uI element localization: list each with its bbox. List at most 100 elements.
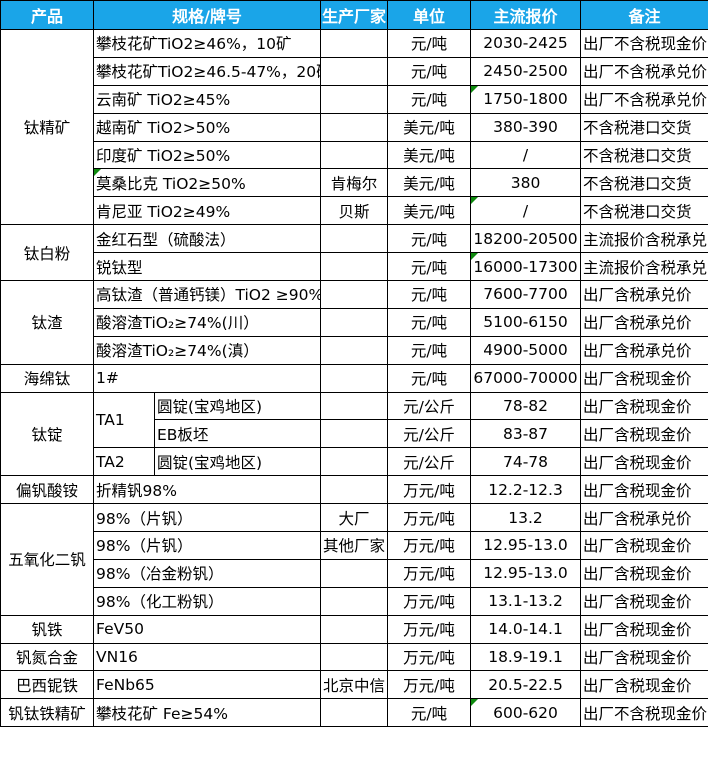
product-cell: 钒氮合金 xyxy=(0,642,94,672)
spec-cell: 98%（冶金粉钒） xyxy=(92,558,322,588)
remark-cell: 不含税港口交货 xyxy=(580,112,708,142)
unit-cell: 元/吨 xyxy=(387,307,472,337)
price-cell: / xyxy=(470,140,582,170)
spec-cell: 锐钛型 xyxy=(92,252,322,282)
maker-cell: 大厂 xyxy=(320,503,389,533)
table-row: 越南矿 TiO2>50% 美元/吨 380-390 不含税港口交货 xyxy=(1,112,708,142)
price-cell: 4900-5000 xyxy=(470,335,582,365)
product-cell: 偏钒酸铵 xyxy=(0,475,94,505)
maker-cell xyxy=(320,642,389,672)
unit-cell: 元/吨 xyxy=(387,224,472,254)
remark-cell: 出厂不含税承兑价 xyxy=(580,56,708,86)
spec-cell: 肯尼亚 TiO2≥49% xyxy=(92,196,322,226)
table-row: 钒钛铁精矿 攀枝花矿 Fe≥54% 元/吨 600-620 出厂不含税现金价 xyxy=(0,698,708,728)
price-cell: 13.2 xyxy=(470,503,582,533)
unit-cell: 万元/吨 xyxy=(387,586,472,616)
maker-cell xyxy=(320,280,389,309)
table-row: 海绵钛 1# 元/吨 67000-70000 出厂含税现金价 xyxy=(0,363,708,393)
remark-cell: 出厂含税承兑价 xyxy=(580,280,708,309)
spec-cell: 酸溶渣TiO₂≥74%(滇） xyxy=(92,335,322,365)
unit-cell: 元/吨 xyxy=(387,280,472,309)
maker-cell xyxy=(320,29,389,58)
price-cell: 14.0-14.1 xyxy=(470,614,582,644)
unit-cell: 元/吨 xyxy=(387,84,472,114)
unit-cell: 万元/吨 xyxy=(387,531,472,560)
unit-cell: 元/吨 xyxy=(387,56,472,86)
price-cell: 12.95-13.0 xyxy=(470,531,582,560)
spec-cell: 98%（片钒） xyxy=(92,531,322,560)
col-header-remark: 备注 xyxy=(580,0,708,30)
maker-cell xyxy=(320,335,389,365)
price-cell: 83-87 xyxy=(470,419,582,449)
unit-cell: 万元/吨 xyxy=(387,475,472,505)
spec-cell: EB板坯 xyxy=(153,419,322,449)
maker-cell xyxy=(320,252,389,282)
maker-cell: 北京中信 xyxy=(320,670,389,700)
maker-cell xyxy=(320,614,389,644)
table-row: 攀枝花矿TiO2≥46.5-47%，20矿 元/吨 2450-2500 出厂不含… xyxy=(1,56,708,86)
table-row: 钛白粉 金红石型（硫酸法） 元/吨 18200-20500 主流报价含税承兑 xyxy=(0,224,708,282)
price-cell: 1750-1800 xyxy=(470,84,582,114)
table-row: 钒铁 FeV50 万元/吨 14.0-14.1 出厂含税现金价 xyxy=(0,614,708,644)
remark-cell: 出厂含税现金价 xyxy=(580,363,708,393)
spec-cell: 攀枝花矿TiO2≥46%，10矿 xyxy=(92,29,322,58)
table-row: 肯尼亚 TiO2≥49% 贝斯 美元/吨 / 不含税港口交货 xyxy=(1,196,708,226)
spec-cell: 圆锭(宝鸡地区) xyxy=(153,447,322,477)
header-row: 产品 规格/牌号 生产厂家 单位 主流报价 备注 xyxy=(0,0,708,30)
price-cell: 78-82 xyxy=(470,391,582,421)
unit-cell: 万元/吨 xyxy=(387,614,472,644)
table-row: 偏钒酸铵 折精钒98% 万元/吨 12.2-12.3 出厂含税现金价 xyxy=(0,475,708,505)
col-header-unit: 单位 xyxy=(387,0,472,30)
maker-cell xyxy=(320,586,389,616)
price-cell: 5100-6150 xyxy=(470,307,582,337)
remark-cell: 出厂含税现金价 xyxy=(580,558,708,588)
spec-cell: 98%（化工粉钒） xyxy=(92,586,322,616)
unit-cell: 万元/吨 xyxy=(387,670,472,700)
price-cell: 2030-2425 xyxy=(470,29,582,58)
product-cell: 钛精矿 xyxy=(0,28,94,226)
unit-cell: 元/吨 xyxy=(387,29,472,58)
price-cell: 74-78 xyxy=(470,447,582,477)
remark-cell: 不含税港口交货 xyxy=(580,168,708,198)
maker-cell xyxy=(320,307,389,337)
unit-cell: 元/吨 xyxy=(387,698,472,728)
price-cell: 67000-70000 xyxy=(470,363,582,393)
table-row: 钛锭 TA1 圆锭(宝鸡地区) 元/公斤 78-82 出厂含税现金价 xyxy=(0,391,708,477)
grade-cell: TA2 xyxy=(93,447,155,477)
remark-cell: 出厂含税现金价 xyxy=(580,614,708,644)
comment-flag-icon xyxy=(94,169,101,177)
spec-cell: FeV50 xyxy=(92,614,322,644)
price-cell: 20.5-22.5 xyxy=(470,670,582,700)
grade-cell: TA1 xyxy=(93,391,155,449)
remark-cell: 不含税港口交货 xyxy=(580,140,708,170)
price-cell: 2450-2500 xyxy=(470,56,582,86)
unit-cell: 美元/吨 xyxy=(387,140,472,170)
maker-cell xyxy=(320,475,389,505)
col-header-spec: 规格/牌号 xyxy=(92,0,322,30)
table-row: EB板坯 元/公斤 83-87 出厂含税现金价 xyxy=(1,419,708,449)
comment-flag-icon xyxy=(471,86,479,93)
table-row: 印度矿 TiO2≥50% 美元/吨 / 不含税港口交货 xyxy=(1,140,708,170)
price-cell: 600-620 xyxy=(470,698,582,728)
table-row: 钛渣 高钛渣（普通钙镁）TiO2 ≥90% 元/吨 7600-7700 出厂含税… xyxy=(0,280,708,365)
product-cell: 钒铁 xyxy=(0,614,94,644)
price-cell: 380 xyxy=(470,168,582,198)
product-cell: 钛白粉 xyxy=(0,224,94,282)
table-row: 酸溶渣TiO₂≥74%(川） 元/吨 5100-6150 出厂含税承兑价 xyxy=(1,307,708,337)
remark-cell: 出厂含税现金价 xyxy=(580,447,708,477)
price-cell: / xyxy=(470,196,582,226)
table-row: 98%（片钒） 其他厂家 万元/吨 12.95-13.0 出厂含税现金价 xyxy=(1,531,708,560)
maker-cell: 其他厂家 xyxy=(320,531,389,560)
table-row: 钒氮合金 VN16 万元/吨 18.9-19.1 出厂含税现金价 xyxy=(0,642,708,672)
spec-cell: VN16 xyxy=(92,642,322,672)
comment-flag-icon xyxy=(471,253,479,261)
maker-cell xyxy=(320,447,389,477)
maker-cell xyxy=(320,419,389,449)
maker-cell xyxy=(320,558,389,588)
spec-cell: 圆锭(宝鸡地区) xyxy=(153,391,322,421)
unit-cell: 元/吨 xyxy=(387,363,472,393)
maker-cell xyxy=(320,112,389,142)
spec-cell: 98%（片钒） xyxy=(92,503,322,533)
remark-cell: 出厂含税承兑价 xyxy=(580,503,708,533)
unit-cell: 元/公斤 xyxy=(387,391,472,421)
